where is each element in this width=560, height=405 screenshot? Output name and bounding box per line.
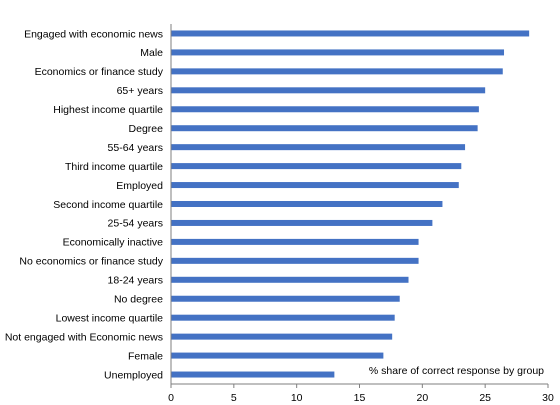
category-label: Third income quartile <box>65 161 163 173</box>
bar-8 <box>171 182 459 189</box>
category-label: No economics or finance study <box>19 256 163 268</box>
category-label: Highest income quartile <box>53 104 163 116</box>
bar-14 <box>171 295 400 302</box>
bar-7 <box>171 163 462 170</box>
bar-13 <box>171 276 409 283</box>
category-label: Female <box>128 350 163 362</box>
bar-9 <box>171 201 443 207</box>
category-label: Employed <box>116 180 163 192</box>
category-label: Unemployed <box>104 369 163 381</box>
category-label: Engaged with economic news <box>24 28 163 40</box>
category-label: No degree <box>114 294 163 306</box>
bar-4 <box>171 106 479 113</box>
bar-16 <box>171 333 393 340</box>
category-label: 18-24 years <box>108 275 163 287</box>
category-label: 55-64 years <box>108 142 163 154</box>
category-label: Degree <box>129 123 164 135</box>
bar-3 <box>171 87 486 94</box>
bar-15 <box>171 314 395 321</box>
category-label: Second income quartile <box>53 199 163 211</box>
x-axis-ticks: 0 5 10 15 20 25 30 <box>168 384 554 404</box>
category-label: Male <box>140 47 163 59</box>
x-tick-label: 25 <box>479 392 491 404</box>
bar-17 <box>171 352 384 359</box>
x-tick-label: 20 <box>416 392 428 404</box>
bar-10 <box>171 219 433 226</box>
bar-6 <box>171 144 466 151</box>
category-label: Economically inactive <box>63 237 164 249</box>
bar-2 <box>171 68 503 75</box>
x-tick-label: 10 <box>291 392 303 404</box>
bar-5 <box>171 125 478 132</box>
category-label: Not engaged with Economic news <box>5 331 163 343</box>
x-tick-label: 5 <box>231 392 237 404</box>
category-label: 25-54 years <box>108 218 163 230</box>
category-label: 65+ years <box>117 85 163 97</box>
bar-12 <box>171 257 419 264</box>
bar-1 <box>171 49 505 56</box>
category-labels: Engaged with economic news Male Economics … <box>5 28 164 381</box>
chart-annotation: % share of correct response by group <box>369 365 544 377</box>
category-label: Lowest income quartile <box>56 312 164 324</box>
bars-group <box>171 30 530 378</box>
bar-18 <box>171 371 335 378</box>
x-tick-label: 15 <box>354 392 366 404</box>
x-tick-label: 30 <box>542 392 554 404</box>
x-tick-label: 0 <box>168 392 174 404</box>
bar-11 <box>171 238 419 245</box>
category-label: Economics or finance study <box>35 66 164 78</box>
bar-0 <box>171 30 530 37</box>
